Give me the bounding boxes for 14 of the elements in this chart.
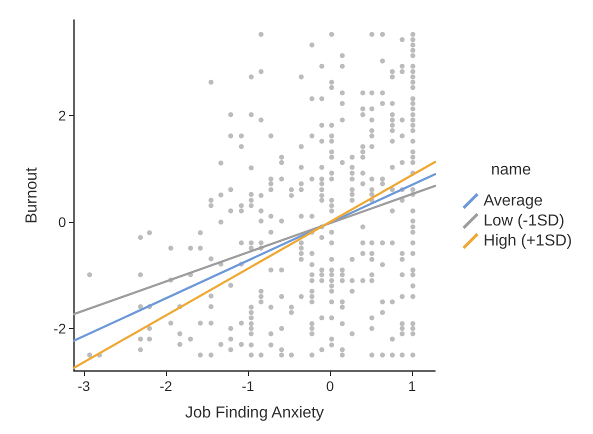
legend-title: name xyxy=(490,162,532,178)
x-tick-label: -3 xyxy=(78,378,90,394)
x-tick-label: 0 xyxy=(326,378,334,394)
y-tick-label: -2 xyxy=(54,320,66,336)
x-tick-label: 1 xyxy=(408,378,416,394)
legend-label: Low (-1SD) xyxy=(484,212,564,230)
y-tick-label: 0 xyxy=(58,214,66,230)
y-tick-label: 2 xyxy=(58,108,66,124)
legend-label: Average xyxy=(484,192,543,210)
y-axis-title: Burnout xyxy=(24,166,40,224)
x-tick-label: -2 xyxy=(160,378,172,394)
x-tick-label: -1 xyxy=(242,378,254,394)
x-axis-title: Job Finding Anxiety xyxy=(185,404,324,422)
legend-label: High (+1SD) xyxy=(484,232,572,250)
